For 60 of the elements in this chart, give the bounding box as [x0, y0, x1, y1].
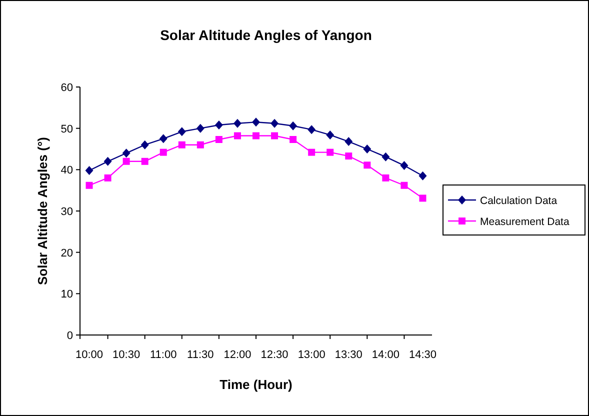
- point: [382, 152, 390, 162]
- point: [364, 162, 371, 169]
- y-tick-label: 40: [60, 164, 73, 177]
- point: [122, 148, 130, 158]
- point: [86, 182, 93, 189]
- y-tick-label: 0: [66, 330, 73, 342]
- point: [400, 182, 408, 189]
- point: [345, 152, 352, 160]
- point: [85, 166, 94, 175]
- point: [400, 161, 408, 170]
- x-tick-label: 11:30: [187, 349, 214, 361]
- point: [382, 174, 390, 182]
- point: [290, 136, 297, 143]
- point: [418, 171, 427, 180]
- point: [233, 118, 242, 128]
- point: [252, 118, 260, 127]
- y-tick-label: 60: [60, 82, 73, 94]
- point: [104, 174, 112, 182]
- x-tick-label: 13:00: [298, 349, 326, 361]
- point: [214, 120, 223, 130]
- x-tick-label: 12:00: [224, 349, 252, 361]
- y-tick-label: 30: [60, 206, 73, 218]
- point: [215, 136, 222, 143]
- y-tick-label: 50: [60, 123, 73, 136]
- point: [159, 134, 168, 144]
- point: [104, 156, 112, 166]
- point: [326, 130, 334, 140]
- point: [289, 121, 298, 130]
- chart-title: Solar Altitude Angles of Yangon: [160, 27, 372, 43]
- point: [363, 144, 372, 154]
- x-tick-label: 14:30: [408, 349, 436, 361]
- x-tick-label: 10:00: [76, 349, 104, 361]
- point: [419, 194, 426, 202]
- point: [178, 127, 186, 136]
- point: [308, 148, 316, 156]
- point: [196, 124, 204, 133]
- point: [141, 158, 148, 165]
- point: [326, 148, 334, 156]
- x-tick-label: 12:30: [260, 349, 288, 361]
- x-tick-label: 10:30: [112, 349, 140, 361]
- point: [122, 158, 130, 165]
- point: [196, 141, 204, 148]
- point: [140, 140, 149, 150]
- x-tick-label: 11:00: [150, 349, 177, 361]
- point: [344, 137, 353, 146]
- y-axis-title: Solar Altitude Angles (°): [35, 137, 50, 285]
- x-axis-title: Time (Hour): [220, 377, 292, 392]
- legend-label: Measurement Data: [480, 216, 570, 228]
- point: [252, 132, 260, 140]
- point: [270, 118, 279, 128]
- point: [160, 148, 167, 156]
- point: [234, 132, 241, 140]
- y-tick-label: 20: [60, 247, 73, 260]
- point: [178, 141, 186, 148]
- point: [308, 125, 316, 134]
- x-tick-label: 14:00: [372, 349, 400, 361]
- point: [271, 132, 278, 140]
- y-tick-label: 10: [60, 288, 73, 301]
- legend-label: Calculation Data: [480, 195, 558, 207]
- x-tick-label: 13:30: [334, 349, 362, 361]
